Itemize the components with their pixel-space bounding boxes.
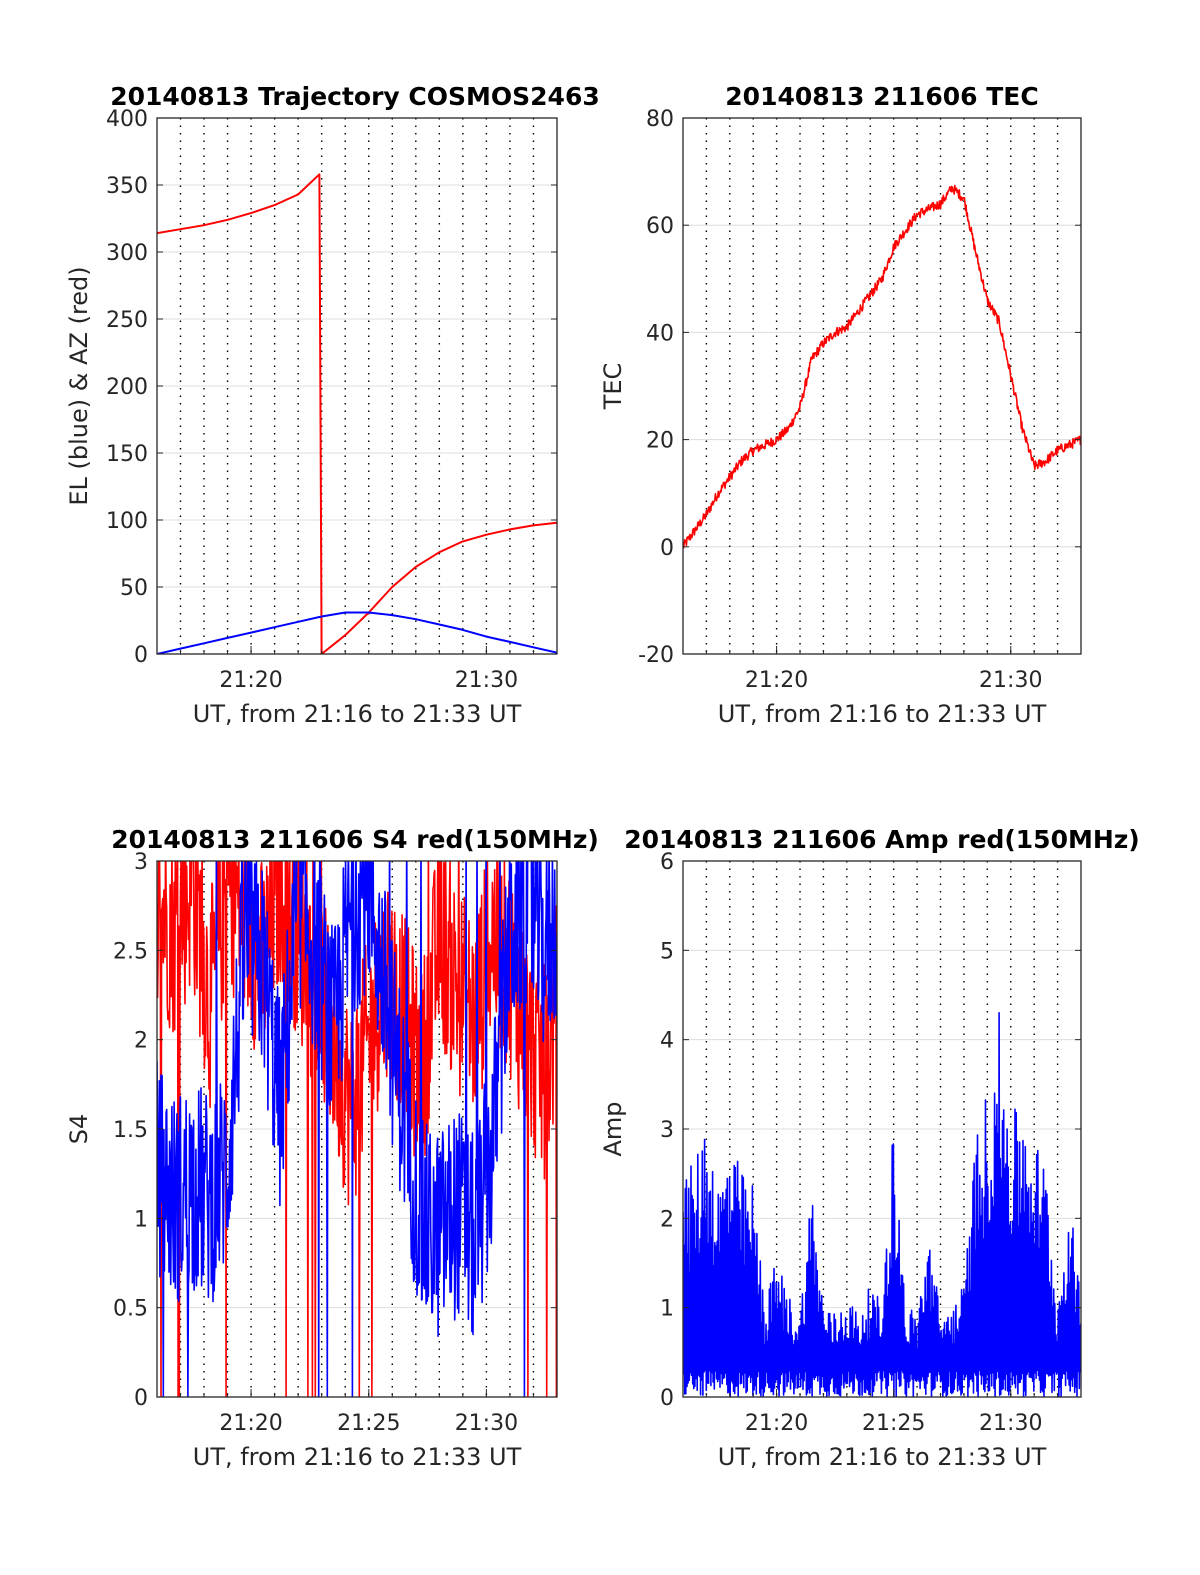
series-line-0 [157,173,557,654]
chart-title: 20140813 Trajectory COSMOS2463 [110,82,600,111]
y-tick-label: 100 [106,509,148,534]
y-tick-label: 300 [106,241,148,266]
chart-title: 20140813 211606 S4 red(150MHz) [111,825,599,854]
series-line-1 [157,861,557,1397]
y-tick-label: 1.5 [113,1118,148,1143]
series-line-0 [157,861,557,1397]
amp-chart: 0 1 2 3 4 5 6 21:20 21:25 21:30 20140813 211606 Am… [599,825,1140,1471]
x-tick-label: 21:20 [219,668,282,693]
tec-chart: -20 0 20 40 60 80 21:20 21:30 20140813 211606 TE… [599,82,1082,728]
y-tick-label: 0 [660,536,674,561]
y-axis-label: S4 [65,1114,93,1145]
x-tick-label: 21:30 [979,668,1042,693]
y-axis-label: TEC [599,363,627,411]
y-tick-label: 5 [660,939,674,964]
y-tick-label: 20 [646,429,674,454]
y-tick-label: 0.5 [113,1297,148,1322]
y-tick-label: 3 [134,850,148,875]
x-tick-label: 21:30 [979,1411,1042,1436]
y-tick-label: -20 [638,643,674,668]
y-tick-label: 80 [646,107,674,132]
x-axis-label: UT, from 21:16 to 21:33 UT [193,1443,522,1471]
x-tick-label: 21:25 [337,1411,400,1436]
y-tick-label: 2.5 [113,939,148,964]
y-tick-label: 400 [106,107,148,132]
series-line-0 [683,184,1081,549]
chart-title: 20140813 211606 TEC [725,82,1038,111]
y-tick-label: 0 [134,643,148,668]
x-tick-label: 21:20 [745,1411,808,1436]
x-tick-label: 21:30 [455,1411,518,1436]
y-tick-label: 2 [660,1207,674,1232]
y-tick-label: 200 [106,375,148,400]
y-tick-label: 50 [120,576,148,601]
y-tick-label: 1 [660,1297,674,1322]
y-axis-label: EL (blue) & AZ (red) [65,266,93,505]
y-tick-label: 0 [660,1386,674,1411]
y-tick-label: 4 [660,1029,674,1054]
y-tick-label: 2 [134,1029,148,1054]
x-axis-label: UT, from 21:16 to 21:33 UT [718,700,1047,728]
x-tick-label: 21:20 [219,1411,282,1436]
series-line-1 [157,611,557,654]
x-tick-label: 21:25 [862,1411,925,1436]
x-axis-label: UT, from 21:16 to 21:33 UT [193,700,522,728]
y-tick-label: 40 [646,321,674,346]
y-tick-label: 60 [646,214,674,239]
s4-chart: 0 0.5 1 1.5 2 2.5 3 21:20 21:25 21:30 20140813 211… [65,825,599,1471]
y-tick-label: 250 [106,308,148,333]
plot-area [157,173,557,654]
y-tick-label: 6 [660,850,674,875]
plot-area [157,861,557,1397]
y-tick-label: 150 [106,442,148,467]
x-tick-label: 21:20 [745,668,808,693]
plot-area [683,184,1081,549]
chart-title: 20140813 211606 Amp red(150MHz) [624,825,1140,854]
x-tick-label: 21:30 [455,668,518,693]
y-axis-label: Amp [599,1101,627,1156]
trajectory-chart: 0 50 100 150 200 250 300 350 400 21:20 21:30 201408… [65,82,600,728]
y-tick-label: 3 [660,1118,674,1143]
plot-area [683,1012,1081,1397]
y-tick-label: 1 [134,1207,148,1232]
axes-box [682,117,1082,655]
x-axis-label: UT, from 21:16 to 21:33 UT [718,1443,1047,1471]
y-tick-label: 0 [134,1386,148,1411]
y-tick-label: 350 [106,174,148,199]
series-line-0 [683,1012,1081,1397]
